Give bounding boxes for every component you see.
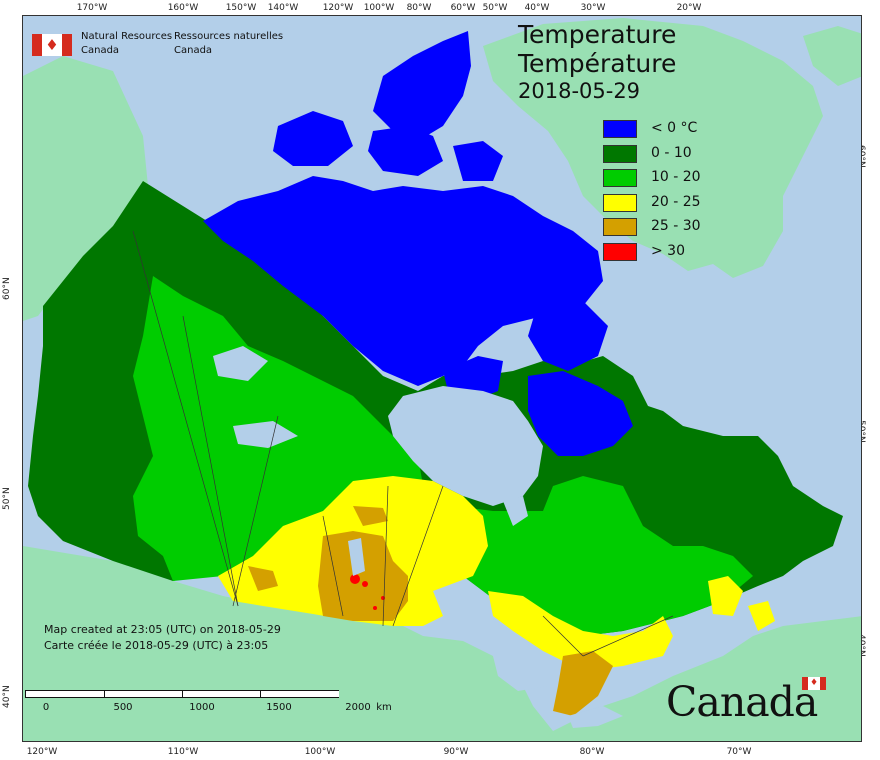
tick-label: 100°W [363, 3, 395, 13]
map-title-block: Temperature Température 2018-05-29 [518, 20, 676, 105]
scale-label: 1500 [266, 702, 292, 713]
tick-label: 60°N [2, 277, 12, 300]
tick-label: 120°W [322, 3, 354, 13]
scale-bar [25, 690, 339, 698]
canada-zone-below-0 [528, 371, 633, 456]
tick-label: 80°W [579, 747, 605, 757]
canada-zone-25-30 [248, 566, 278, 591]
created-fr: Carte créée le 2018-05-29 (UTC) à 23:05 [44, 639, 269, 652]
great-lakes [493, 646, 553, 691]
tick-label: 170°W [76, 3, 108, 13]
legend-swatch [603, 242, 637, 261]
tick-label: 100°W [304, 747, 336, 757]
tick-label: 40°W [524, 3, 550, 13]
provincial-boundaries [132, 230, 674, 657]
tick-label: 50°N [2, 487, 12, 510]
legend-label: < 0 °C [651, 120, 698, 136]
tick-label: 80°W [406, 3, 432, 13]
hudson-bay [388, 386, 543, 506]
canada-zone-20-25 [748, 601, 775, 631]
tick-label: 30°W [580, 3, 606, 13]
tick-label: 40°N [2, 685, 12, 708]
agency-name-en-line2: Canada [81, 45, 120, 56]
scale-label: 1000 [189, 702, 215, 713]
map-credits: Map created at 23:05 (UTC) on 2018-05-29… [44, 622, 281, 654]
canada-zone-below-0 [453, 141, 503, 181]
canada-flag-icon: ♦ [32, 34, 72, 56]
canada-zone-25-30 [553, 651, 613, 716]
canada-zone-below-0 [373, 31, 471, 141]
tick-label: 140°W [267, 3, 299, 13]
greenland-landmass [483, 18, 823, 278]
wordmark-flag-icon: ♦ [802, 677, 826, 690]
legend-label: > 30 [651, 242, 685, 259]
tick-label: 160°W [167, 3, 199, 13]
scale-label: 0 [42, 702, 50, 713]
title-french: Température [518, 49, 677, 78]
tick-label: 20°W [676, 3, 702, 13]
legend-label: 20 - 25 [651, 193, 701, 210]
canada-zone-25-30 [353, 506, 388, 526]
map-date: 2018-05-29 [518, 79, 641, 103]
tick-label: 150°W [225, 3, 257, 13]
created-en: Map created at 23:05 (UTC) on 2018-05-29 [44, 623, 281, 636]
scale-unit: km [376, 702, 392, 713]
tick-label: 90°W [443, 747, 469, 757]
canada-zone-20-25 [488, 591, 673, 671]
legend-swatch [603, 169, 637, 187]
scale-label: 2000 [345, 702, 371, 713]
canada-zone-over-30 [362, 581, 368, 587]
legend-label: 25 - 30 [651, 218, 701, 234]
tick-label: 120°W [26, 747, 58, 757]
alaska-landmass [23, 56, 148, 321]
legend-swatch [603, 120, 637, 138]
iceland-landmass [803, 26, 861, 86]
legend-label: 10 - 20 [651, 169, 701, 185]
legend-swatch [603, 218, 637, 236]
tick-label: 70°W [726, 747, 752, 757]
canada-zone-20-25 [708, 576, 743, 616]
great-slave-lake [233, 421, 298, 448]
great-bear-lake [213, 346, 268, 381]
tick-label: 110°W [167, 747, 199, 757]
canada-zone-below-0 [528, 286, 608, 371]
canada-wordmark: Canada [666, 678, 818, 726]
title-english: Temperature [518, 20, 677, 49]
canada-zone-over-30 [373, 606, 377, 610]
canada-zone-over-30 [350, 574, 360, 584]
tick-label: 50°W [482, 3, 508, 13]
map-canvas [23, 18, 861, 741]
canada-zone-below-0 [203, 176, 603, 386]
scale-label: 500 [113, 702, 133, 713]
james-bay [503, 496, 528, 526]
legend-label: 0 - 10 [651, 144, 692, 161]
canada-zone-below-0 [273, 111, 353, 166]
lake-winnipeg [348, 538, 365, 576]
agency-name-fr-line1: Ressources naturelles [174, 31, 284, 42]
tick-label: 60°W [450, 3, 476, 13]
agency-name-fr-line2: Canada [174, 45, 213, 56]
great-lakes [568, 706, 623, 728]
temperature-map [22, 15, 862, 742]
legend-swatch [603, 193, 637, 212]
legend-swatch [603, 144, 637, 163]
agency-name-en-line1: Natural Resources [81, 31, 173, 42]
canada-zone-below-0 [368, 126, 443, 176]
